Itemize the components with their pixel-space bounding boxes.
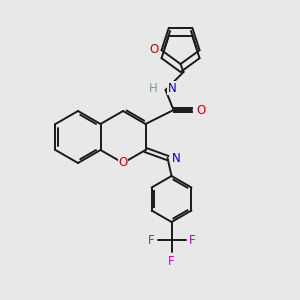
Text: O: O	[118, 157, 128, 169]
Text: F: F	[168, 255, 175, 268]
Text: F: F	[148, 233, 154, 247]
Text: O: O	[196, 103, 206, 116]
Text: F: F	[188, 233, 195, 247]
Text: H: H	[149, 82, 158, 94]
Text: N: N	[172, 152, 180, 164]
Text: N: N	[167, 82, 176, 94]
Text: O: O	[149, 43, 158, 56]
